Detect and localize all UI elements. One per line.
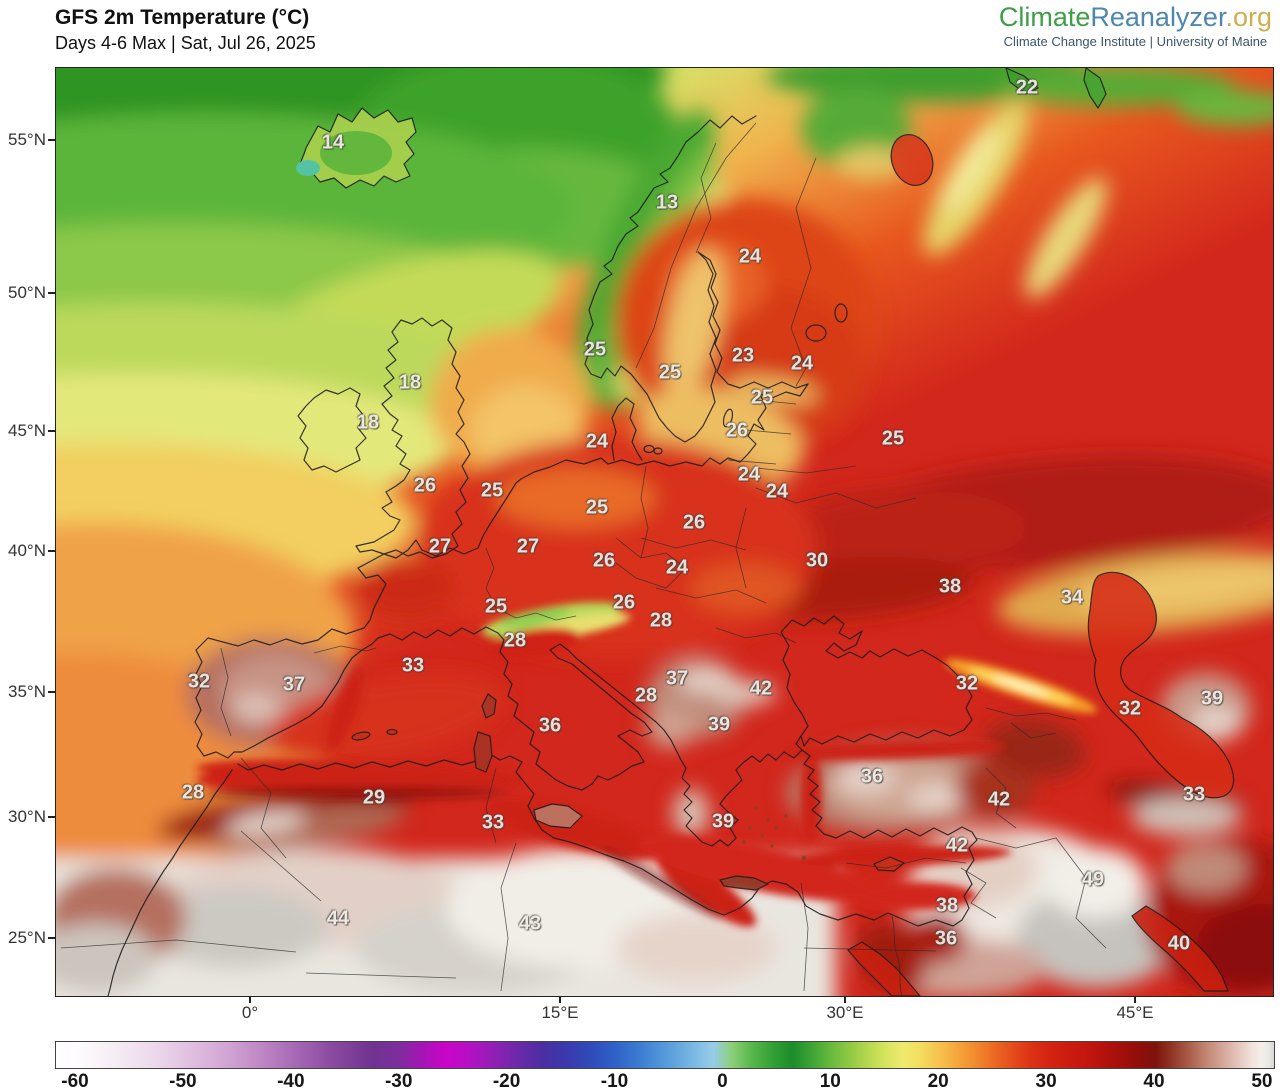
colorbar-tick-label: 0 <box>717 1071 728 1090</box>
red-sea <box>847 941 921 996</box>
colorbar-tick-label: 30 <box>1035 1071 1057 1090</box>
black-sea-coast <box>780 615 973 747</box>
lat-tick-label: 30°N <box>8 807 46 826</box>
logo-wordmark: ClimateReanalyzer.org <box>999 2 1272 33</box>
crete <box>719 875 769 891</box>
colorbar-tick-label: -20 <box>492 1071 521 1090</box>
lat-tick-label: 25°N <box>8 928 46 947</box>
arctic-island-2 <box>1005 68 1039 95</box>
lake-onega <box>834 303 848 323</box>
logo-tagline: Climate Change Institute | University of… <box>1003 34 1268 49</box>
mallorca <box>351 731 371 741</box>
caspian-sea <box>1087 571 1235 799</box>
iceland-interior <box>296 131 392 176</box>
lat-tick-mark <box>48 430 55 432</box>
ireland-coast <box>297 387 367 473</box>
lon-tick-mark <box>844 996 846 1003</box>
lat-tick-label: 55°N <box>8 130 46 149</box>
page-title: GFS 2m Temperature (°C) <box>55 6 310 29</box>
lat-tick-mark <box>48 816 55 818</box>
lat-tick-label: 40°N <box>8 541 46 560</box>
colorbar-tick-label: -40 <box>277 1071 305 1090</box>
temperature-field-details <box>196 602 1098 927</box>
colorbar-tick-label: 20 <box>927 1071 949 1090</box>
morocco-atlantic-coast <box>107 769 233 996</box>
bosporus-strait <box>795 735 803 751</box>
lon-tick-label: 0° <box>241 1003 259 1022</box>
lat-tick-mark <box>48 139 55 141</box>
sardinia <box>473 731 493 773</box>
persian-gulf <box>1131 905 1229 992</box>
colorbar-tick-label: -30 <box>384 1071 413 1090</box>
lon-tick-label: 30°E <box>826 1003 864 1022</box>
lat-tick-mark <box>48 691 55 693</box>
lat-tick-label: 35°N <box>8 682 46 701</box>
lake-ladoga <box>805 324 827 342</box>
scandinavia-baltic-coast <box>584 115 809 467</box>
colorbar-tick-label: 40 <box>1143 1071 1165 1090</box>
aegean-islands <box>742 806 807 861</box>
lat-tick-mark <box>48 937 55 939</box>
white-sea <box>890 134 934 186</box>
corsica <box>481 693 497 719</box>
lon-tick-mark <box>1134 996 1136 1003</box>
arctic-island <box>1083 68 1107 109</box>
lat-tick-mark <box>48 292 55 294</box>
lat-tick-mark <box>48 550 55 552</box>
page-subtitle: Days 4-6 Max | Sat, Jul 26, 2025 <box>55 33 316 53</box>
logo-part-org: .org <box>1225 2 1272 32</box>
great-britain-coast <box>355 317 471 559</box>
colorbar-tick-label: -60 <box>61 1071 89 1090</box>
lat-tick-label: 50°N <box>8 283 46 302</box>
colorbar-tick-label: -10 <box>600 1071 629 1090</box>
menorca <box>386 728 398 736</box>
colorbar-tick-label: -50 <box>169 1071 197 1090</box>
mainland-coast <box>194 457 978 927</box>
lat-tick-label: 45°N <box>8 421 46 440</box>
temperature-map <box>55 67 1274 997</box>
sicily <box>533 803 583 829</box>
colorbar-gradient <box>56 1042 1274 1068</box>
denmark-coast <box>611 397 643 461</box>
country-borders <box>60 122 1107 996</box>
colorbar-tick-label: 50 <box>1251 1071 1273 1090</box>
colorbar-tick-label: 10 <box>819 1071 841 1090</box>
climate-reanalyzer-logo: ClimateReanalyzer.org Climate Change Ins… <box>999 2 1272 49</box>
lon-tick-label: 15°E <box>541 1003 579 1022</box>
lon-tick-label: 45°E <box>1116 1003 1154 1022</box>
colorbar <box>55 1041 1275 1069</box>
logo-part-climate: Climate <box>998 2 1091 32</box>
map-art <box>56 68 1273 996</box>
logo-part-reanalyzer: Reanalyzer <box>1090 2 1226 32</box>
lon-tick-mark <box>559 996 561 1003</box>
lon-tick-mark <box>249 996 251 1003</box>
